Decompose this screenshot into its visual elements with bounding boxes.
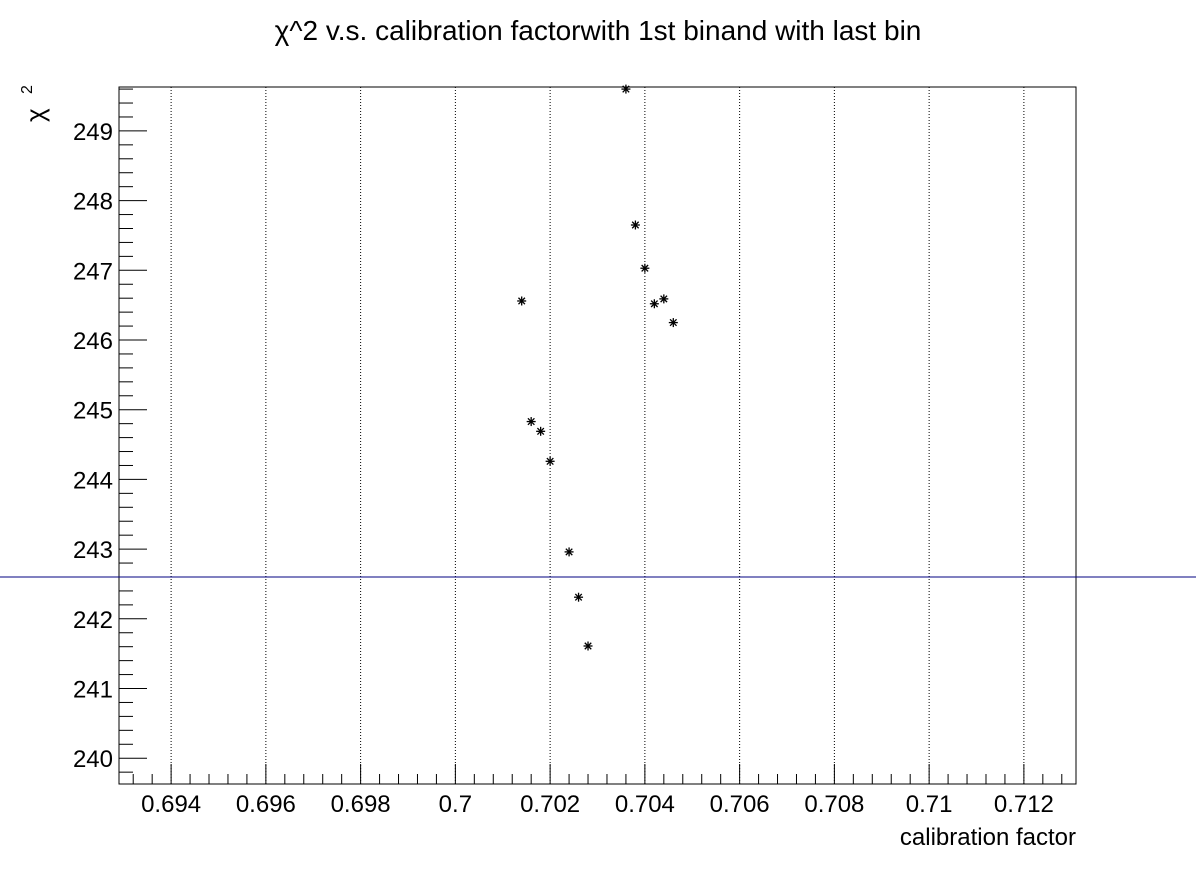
x-axis-label: calibration factor	[900, 824, 1076, 851]
data-point	[564, 547, 574, 557]
x-tick-label: 0.706	[710, 791, 770, 818]
data-point	[621, 84, 631, 94]
y-tick-labels: 240 241 242 243 244 245 246 247 248 249	[73, 119, 113, 773]
y-axis-label-chi: χ	[20, 108, 50, 122]
axis-ticks	[119, 88, 1063, 784]
x-tick-label: 0.712	[994, 791, 1054, 818]
data-point	[640, 263, 650, 273]
y-tick-label: 245	[73, 398, 113, 425]
x-tick-label: 0.708	[804, 791, 864, 818]
y-tick-label: 247	[73, 258, 113, 285]
x-tick-label: 0.71	[906, 791, 953, 818]
data-point	[526, 417, 536, 427]
x-tick-label: 0.702	[520, 791, 580, 818]
x-tick-labels: 0.694 0.696 0.698 0.7 0.702 0.704 0.706 0.708 0.…	[141, 791, 1054, 818]
data-point	[668, 318, 678, 328]
y-tick-label: 246	[73, 328, 113, 355]
data-point	[574, 592, 584, 602]
data-point	[536, 426, 546, 436]
x-tick-label: 0.698	[331, 791, 391, 818]
data-point	[649, 299, 659, 309]
data-point	[630, 220, 640, 230]
data-point	[583, 641, 593, 651]
y-axis-label: χ 2	[19, 85, 50, 122]
data-points	[517, 84, 678, 651]
x-grid-lines	[170, 87, 1025, 784]
y-tick-label: 244	[73, 467, 113, 494]
y-tick-label: 248	[73, 189, 113, 216]
y-tick-label: 241	[73, 677, 113, 704]
y-tick-label: 249	[73, 119, 113, 146]
data-point	[659, 294, 669, 304]
y-tick-label: 242	[73, 607, 113, 634]
x-tick-label: 0.7	[439, 791, 472, 818]
y-axis-label-superscript: 2	[19, 85, 36, 94]
chart-title: χ^2 v.s. calibration factorwith 1st bina…	[275, 15, 922, 46]
x-tick-label: 0.704	[615, 791, 675, 818]
y-tick-label: 240	[73, 746, 113, 773]
x-tick-label: 0.694	[141, 791, 201, 818]
y-tick-label: 243	[73, 537, 113, 564]
data-point	[545, 456, 555, 466]
plot-frame	[118, 86, 1077, 785]
data-point	[517, 296, 527, 306]
x-tick-label: 0.696	[236, 791, 296, 818]
